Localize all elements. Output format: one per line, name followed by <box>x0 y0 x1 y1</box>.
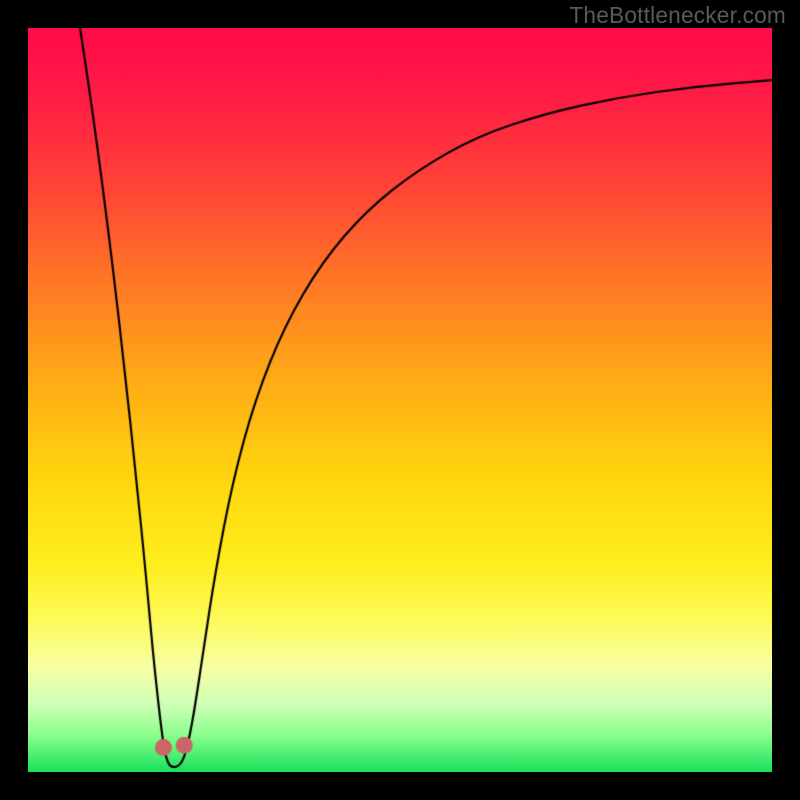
chart-background-gradient <box>28 28 772 772</box>
watermark-text: TheBottlenecker.com <box>569 2 786 29</box>
bottleneck-chart-figure: TheBottlenecker.com <box>0 0 800 800</box>
